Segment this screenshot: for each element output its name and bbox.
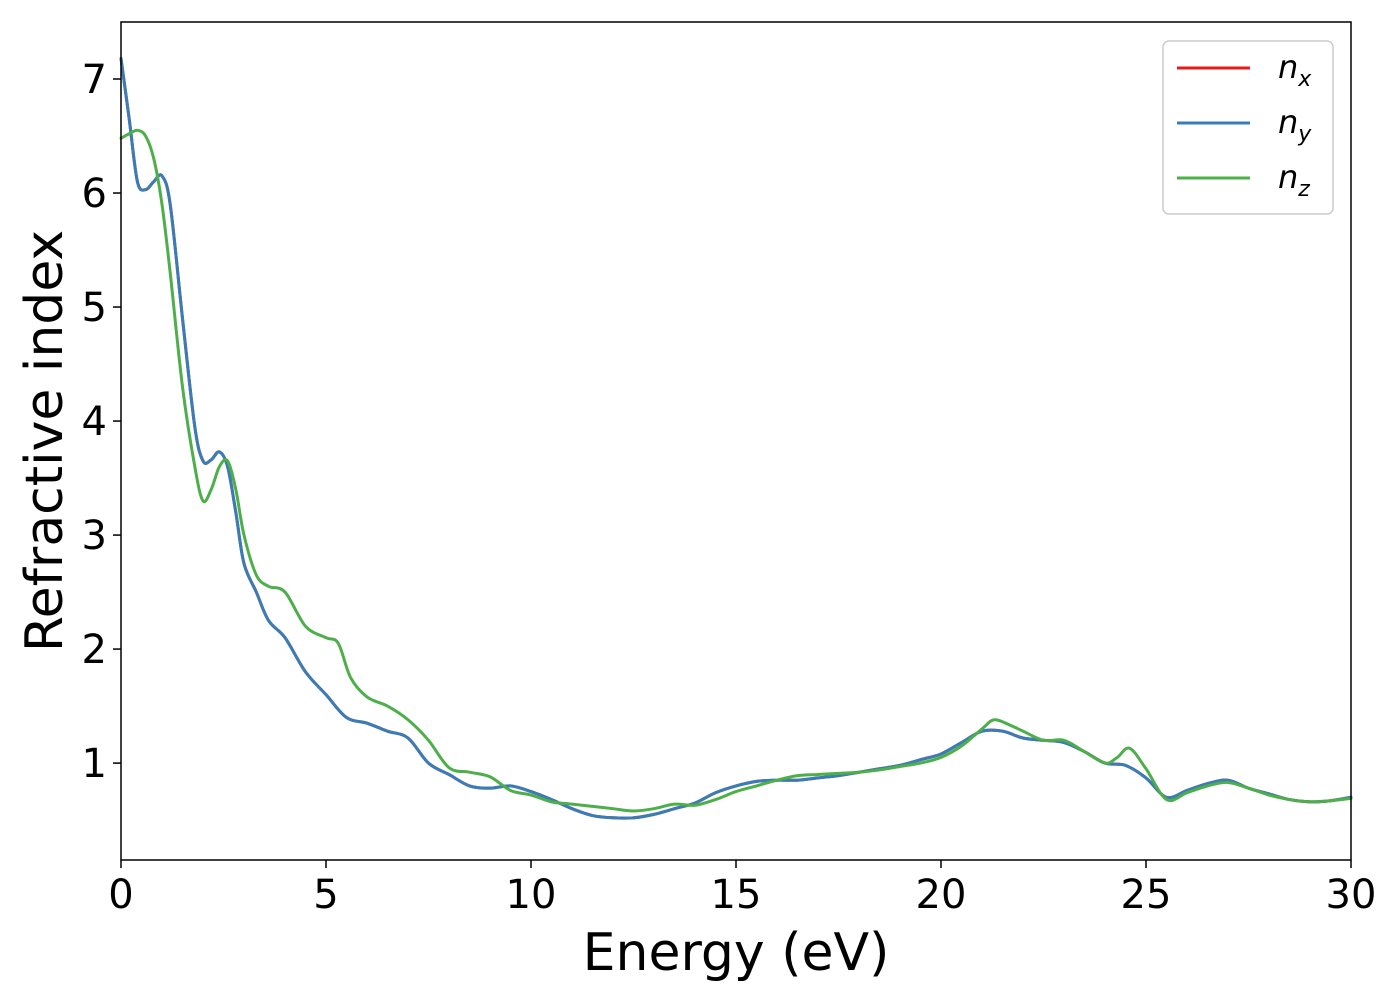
plot-background	[121, 22, 1351, 860]
x-axis: 0 5 10 15 20 25 30	[108, 860, 1376, 918]
y-axis-title: Refractive index	[15, 230, 75, 652]
y-tick-label: 4	[82, 399, 107, 445]
x-tick-label: 15	[711, 872, 762, 918]
x-axis-title: Energy (eV)	[583, 923, 890, 983]
y-tick-label: 7	[82, 57, 107, 103]
x-tick-label: 30	[1326, 872, 1377, 918]
x-tick-label: 5	[313, 872, 338, 918]
y-axis: 1 2 3 4 5 6 7	[82, 57, 121, 787]
y-tick-label: 2	[82, 627, 107, 673]
y-tick-label: 1	[82, 741, 107, 787]
y-tick-label: 3	[82, 513, 107, 559]
x-tick-label: 10	[506, 872, 557, 918]
y-tick-label: 5	[82, 285, 107, 331]
x-tick-label: 0	[108, 872, 133, 918]
x-tick-label: 25	[1121, 872, 1172, 918]
y-tick-label: 6	[82, 171, 107, 217]
series-line-n-z	[119, 128, 1353, 813]
series-layer	[119, 56, 1353, 820]
series-line-n-y	[119, 56, 1353, 820]
x-tick-label: 20	[916, 872, 967, 918]
legend-box	[1162, 40, 1334, 215]
